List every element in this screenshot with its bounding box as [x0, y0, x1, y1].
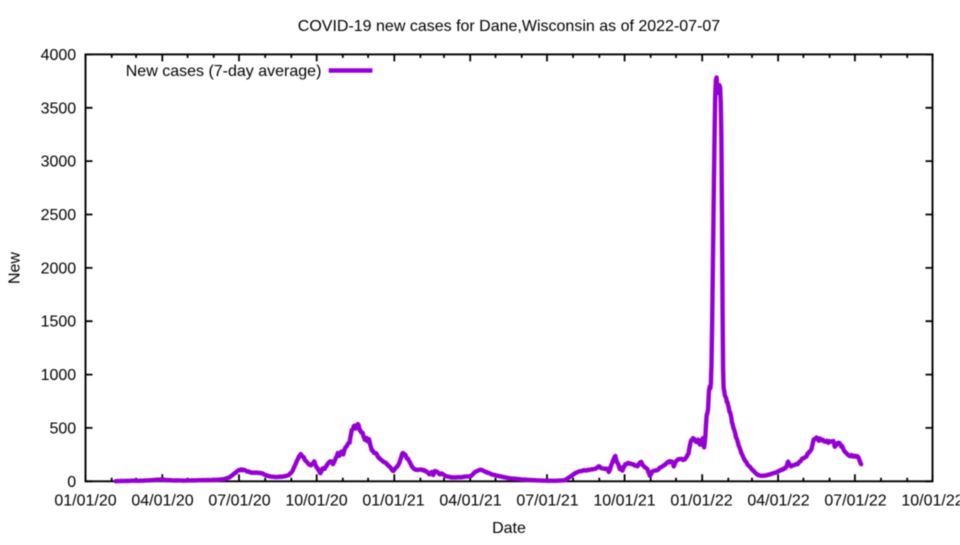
svg-text:10/01/20: 10/01/20: [285, 493, 347, 510]
svg-text:3000: 3000: [41, 154, 77, 171]
svg-text:01/01/22: 01/01/22: [670, 493, 732, 510]
svg-text:0: 0: [67, 474, 76, 491]
svg-text:01/01/20: 01/01/20: [54, 493, 116, 510]
svg-text:New: New: [7, 252, 24, 284]
svg-text:2500: 2500: [41, 207, 77, 224]
svg-text:2000: 2000: [41, 260, 77, 277]
svg-text:04/01/20: 04/01/20: [131, 493, 193, 510]
svg-text:07/01/22: 07/01/22: [824, 493, 886, 510]
svg-text:COVID-19 new cases for Dane,Wi: COVID-19 new cases for Dane,Wisconsin as…: [298, 18, 721, 35]
svg-text:4000: 4000: [41, 47, 77, 64]
svg-text:07/01/20: 07/01/20: [208, 493, 270, 510]
svg-text:04/01/21: 04/01/21: [439, 493, 501, 510]
svg-text:10/01/21: 10/01/21: [593, 493, 655, 510]
svg-text:Date: Date: [492, 520, 526, 537]
svg-text:07/01/21: 07/01/21: [516, 493, 578, 510]
svg-text:01/01/21: 01/01/21: [362, 493, 424, 510]
svg-text:10/01/22: 10/01/22: [901, 493, 960, 510]
svg-text:500: 500: [49, 420, 76, 437]
svg-text:04/01/22: 04/01/22: [747, 493, 809, 510]
svg-text:3500: 3500: [41, 100, 77, 117]
svg-text:1000: 1000: [41, 367, 77, 384]
svg-text:1500: 1500: [41, 314, 77, 331]
svg-text:New cases (7-day average): New cases (7-day average): [126, 63, 322, 80]
